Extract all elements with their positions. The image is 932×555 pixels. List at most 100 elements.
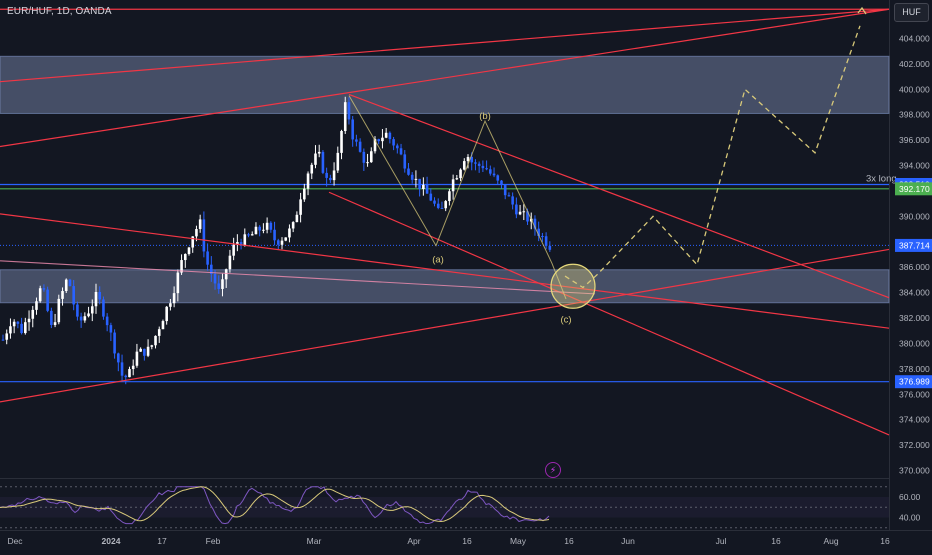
candle <box>306 171 310 196</box>
candle-body <box>213 273 217 284</box>
time-tick-label: Aug <box>823 536 838 546</box>
candle <box>254 222 258 235</box>
candle-body <box>117 353 120 363</box>
candle <box>295 211 299 223</box>
candle <box>396 143 399 154</box>
candle-body <box>451 179 455 192</box>
candle <box>183 253 187 268</box>
price-tick-label: 384.000 <box>899 288 930 298</box>
trend-line <box>348 93 890 299</box>
candle <box>83 312 87 323</box>
candle-body <box>254 226 258 235</box>
price-tick-label: 402.000 <box>899 59 930 69</box>
candle <box>5 329 9 345</box>
price-tick-label: 374.000 <box>899 415 930 425</box>
candle <box>120 354 124 381</box>
lightning-icon[interactable]: ⚡ <box>545 462 561 478</box>
candle-body <box>150 345 154 347</box>
candle <box>310 162 314 180</box>
candle-body <box>492 173 496 176</box>
candle <box>87 306 90 318</box>
zone-rect <box>0 269 890 304</box>
candle <box>239 238 243 250</box>
price-tag-label: 392.170 <box>899 184 930 194</box>
candle <box>291 221 295 233</box>
candle-body <box>373 139 377 152</box>
candle-body <box>131 365 135 370</box>
candle <box>243 228 247 247</box>
candle <box>250 231 254 236</box>
candle-body <box>161 321 165 330</box>
candle-body <box>276 240 280 245</box>
candle-body <box>503 185 507 196</box>
candle-body <box>176 272 180 294</box>
candle <box>236 234 239 252</box>
candle <box>303 183 306 202</box>
candle <box>377 138 381 145</box>
candle-body <box>548 245 552 250</box>
price-tick-label: 404.000 <box>899 34 930 44</box>
candle-body <box>399 148 403 155</box>
candle <box>105 313 109 332</box>
candle <box>46 286 49 313</box>
candle <box>515 197 518 219</box>
candle-body <box>310 164 314 174</box>
candle-body <box>83 316 87 321</box>
candle-body <box>317 151 321 154</box>
price-tag-bg <box>895 375 932 389</box>
candle <box>533 215 537 236</box>
candle <box>265 217 269 234</box>
candle-body <box>299 199 302 215</box>
candle <box>180 254 183 275</box>
candles <box>1 96 552 385</box>
candle <box>440 201 444 209</box>
candle-body <box>250 234 254 236</box>
candle-body <box>195 229 198 237</box>
candle <box>343 96 347 134</box>
candle <box>224 268 228 288</box>
candle <box>410 172 414 184</box>
candle <box>38 285 42 303</box>
candle-body <box>35 301 38 310</box>
trend-lines <box>0 8 890 436</box>
candle-body <box>50 310 53 325</box>
candle <box>61 287 64 306</box>
candle <box>503 185 507 200</box>
candle <box>381 128 384 149</box>
candle-body <box>440 207 444 209</box>
candle <box>355 134 358 147</box>
candle <box>72 280 75 311</box>
candle <box>388 131 392 144</box>
candle-body <box>425 184 429 194</box>
candle <box>198 214 202 233</box>
candle <box>492 167 496 178</box>
candle <box>496 174 500 185</box>
candle <box>317 144 321 158</box>
candle-body <box>135 351 139 366</box>
candle-body <box>496 175 500 181</box>
candle <box>451 174 455 200</box>
candle-body <box>366 162 369 164</box>
candle-body <box>288 228 291 238</box>
candle <box>500 180 503 189</box>
candle <box>76 301 79 321</box>
candle <box>336 146 340 173</box>
currency-button[interactable]: HUF <box>894 3 929 22</box>
wave-label: (b) <box>479 111 491 122</box>
candle <box>284 237 288 242</box>
candle-body <box>325 172 328 178</box>
candle <box>27 310 31 331</box>
candle-body <box>105 316 109 326</box>
candle <box>131 359 135 376</box>
price-axis: 370.000 372.000 374.000 376.000 378.000 380.0… <box>895 34 932 476</box>
candle <box>407 163 410 176</box>
candle <box>117 352 120 372</box>
candle-body <box>68 279 72 287</box>
price-tick-label: 372.000 <box>899 440 930 450</box>
candle-body <box>9 326 12 334</box>
candle-body <box>217 283 221 289</box>
candle-body <box>358 141 362 152</box>
